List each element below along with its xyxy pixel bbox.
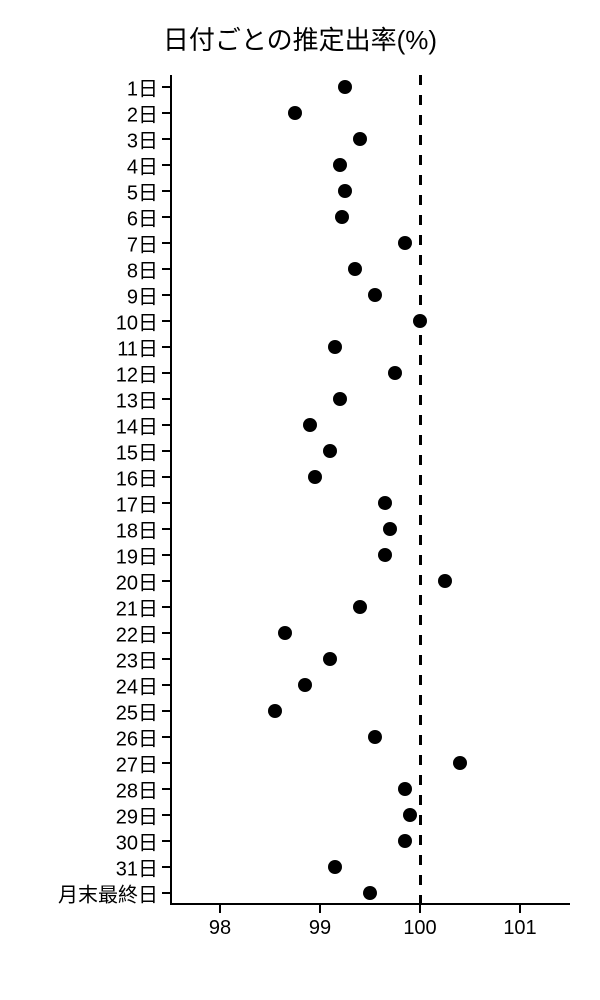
data-point (335, 210, 349, 224)
y-tick-label: 13日 (116, 385, 170, 414)
data-point (403, 808, 417, 822)
data-point (388, 366, 402, 380)
x-tick-label: 100 (403, 905, 436, 940)
data-point (368, 730, 382, 744)
y-tick-label: 17日 (116, 489, 170, 518)
y-tick-label: 10日 (116, 307, 170, 336)
data-point (288, 106, 302, 120)
y-tick-label: 22日 (116, 619, 170, 648)
y-tick-label: 16日 (116, 463, 170, 492)
y-tick-label: 26日 (116, 723, 170, 752)
data-point (303, 418, 317, 432)
data-point (378, 548, 392, 562)
data-point (383, 522, 397, 536)
data-point (323, 652, 337, 666)
plot-area: 1日2日3日4日5日6日7日8日9日10日11日12日13日14日15日16日1… (170, 75, 570, 905)
y-tick-label: 月末最終日 (58, 879, 170, 908)
y-tick-label: 19日 (116, 541, 170, 570)
y-tick-label: 3日 (127, 125, 170, 154)
y-tick-label: 25日 (116, 697, 170, 726)
y-tick-label: 18日 (116, 515, 170, 544)
data-point (353, 600, 367, 614)
data-point (278, 626, 292, 640)
data-point (268, 704, 282, 718)
data-point (338, 80, 352, 94)
chart-container: 日付ごとの推定出率(%) 1日2日3日4日5日6日7日8日9日10日11日12日… (0, 0, 600, 1000)
y-tick-label: 11日 (117, 333, 170, 362)
x-tick-label: 99 (309, 905, 331, 940)
y-tick-label: 6日 (127, 203, 170, 232)
data-point (353, 132, 367, 146)
reference-line (419, 75, 422, 905)
y-tick-label: 7日 (127, 229, 170, 258)
y-tick-label: 12日 (116, 359, 170, 388)
data-point (378, 496, 392, 510)
data-point (413, 314, 427, 328)
y-axis (170, 75, 172, 905)
y-tick-label: 31日 (116, 853, 170, 882)
data-point (328, 860, 342, 874)
data-point (398, 236, 412, 250)
y-tick-label: 4日 (127, 151, 170, 180)
x-tick-label: 101 (503, 905, 536, 940)
y-tick-label: 29日 (116, 801, 170, 830)
data-point (298, 678, 312, 692)
data-point (308, 470, 322, 484)
y-tick-label: 9日 (127, 281, 170, 310)
y-tick-label: 24日 (116, 671, 170, 700)
y-tick-label: 5日 (127, 177, 170, 206)
data-point (328, 340, 342, 354)
y-tick-label: 21日 (116, 593, 170, 622)
data-point (348, 262, 362, 276)
chart-title: 日付ごとの推定出率(%) (0, 20, 600, 57)
data-point (368, 288, 382, 302)
data-point (338, 184, 352, 198)
data-point (438, 574, 452, 588)
y-tick-label: 8日 (127, 255, 170, 284)
y-tick-label: 14日 (116, 411, 170, 440)
y-tick-label: 15日 (116, 437, 170, 466)
data-point (398, 834, 412, 848)
data-point (398, 782, 412, 796)
y-tick-label: 30日 (116, 827, 170, 856)
data-point (453, 756, 467, 770)
y-tick-label: 23日 (116, 645, 170, 674)
y-tick-label: 27日 (116, 749, 170, 778)
data-point (333, 158, 347, 172)
y-tick-label: 28日 (116, 775, 170, 804)
data-point (323, 444, 337, 458)
data-point (363, 886, 377, 900)
y-tick-label: 2日 (127, 99, 170, 128)
x-tick-label: 98 (209, 905, 231, 940)
data-point (333, 392, 347, 406)
y-tick-label: 20日 (116, 567, 170, 596)
y-tick-label: 1日 (127, 73, 170, 102)
